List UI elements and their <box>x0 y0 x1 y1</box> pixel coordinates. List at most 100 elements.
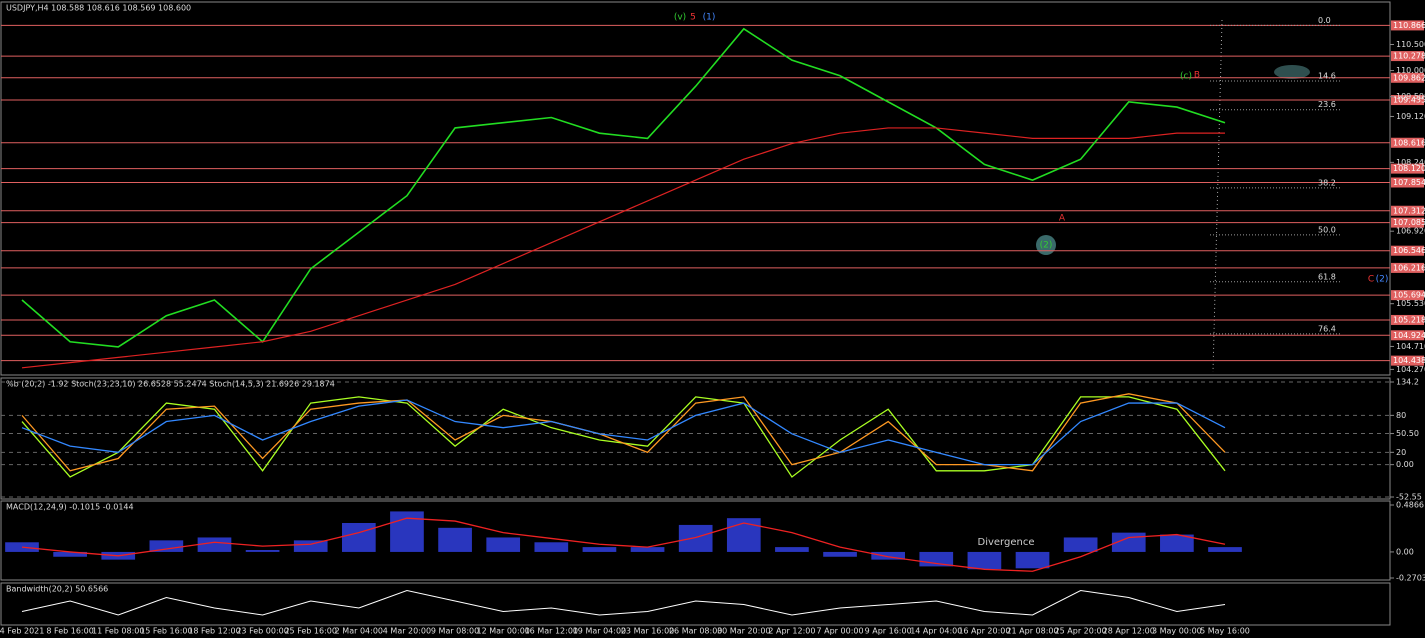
stoch-title: %b (20,2) -1.92 Stoch(23,23,10) 26.6528 … <box>6 380 335 389</box>
level-label-box <box>1391 163 1424 174</box>
fib-label: 76.4 <box>1318 324 1336 333</box>
macd-bar <box>823 551 857 557</box>
level-label-box <box>1391 137 1424 148</box>
level-label-box <box>1391 355 1424 366</box>
y-tick-label: -0.2703 <box>1396 574 1425 583</box>
bandwidth-frame <box>0 582 1391 626</box>
level-label: 105.218 <box>1393 315 1425 324</box>
level-label: 107.085 <box>1393 218 1425 227</box>
macd-bar <box>53 551 87 557</box>
macd-bar <box>726 518 761 552</box>
macd-bar <box>678 524 713 552</box>
macd-bar <box>582 547 617 552</box>
x-tick-label: 9 Apr 16:00 <box>865 627 912 636</box>
level-label-box <box>1391 262 1424 273</box>
level-label: 106.216 <box>1393 263 1425 272</box>
annotation: C <box>1368 275 1374 285</box>
macd-bar <box>1208 547 1242 552</box>
x-tick-label: 2 Mar 04:00 <box>335 627 383 636</box>
y-tick-label: 104.710 <box>1396 342 1425 351</box>
macd-frame <box>0 500 1391 581</box>
y-tick-label: 0.4866 <box>1396 501 1424 510</box>
level-label-box <box>1391 95 1424 106</box>
stoch-line <box>21 393 1226 472</box>
level-label-box <box>1391 177 1424 188</box>
y-tick-label: 110.000 <box>1396 66 1425 75</box>
y-tick-label: 0.00 <box>1396 460 1414 469</box>
x-tick-label: 18 Feb 12:00 <box>188 627 240 636</box>
x-tick-label: 3 May 00:00 <box>1152 627 1202 636</box>
macd-bar <box>197 537 232 552</box>
y-tick-label: 106.920 <box>1396 227 1425 236</box>
level-label: 108.120 <box>1393 164 1425 173</box>
bandwidth-line <box>21 589 1226 616</box>
macd-bar <box>341 522 376 552</box>
level-label-box <box>1391 290 1424 301</box>
main-frame <box>0 1 1391 376</box>
x-tick-label: 8 Feb 16:00 <box>46 627 93 636</box>
macd-bar <box>1160 534 1194 552</box>
macd-bar <box>775 547 809 552</box>
wave-circle <box>1036 235 1056 255</box>
wave-circle <box>1274 65 1310 79</box>
y-tick-label: 110.500 <box>1396 40 1425 49</box>
level-label-box <box>1391 72 1424 83</box>
level-label-box <box>1391 217 1424 228</box>
price-line <box>21 27 1226 348</box>
y-tick-label: 109.500 <box>1396 92 1425 101</box>
macd-bar <box>438 527 472 552</box>
level-label: 104.924 <box>1393 331 1425 340</box>
level-label: 110.866 <box>1393 21 1425 30</box>
header: USDJPY,H4 108.588 108.616 108.569 108.60… <box>6 4 191 13</box>
stoch-frame <box>0 377 1391 500</box>
y-tick-label: 50.50 <box>1396 429 1419 438</box>
level-label-box <box>1391 330 1424 341</box>
x-tick-label: 26 Mar 08:00 <box>669 627 722 636</box>
level-label: 109.862 <box>1393 73 1425 82</box>
annotation: (2) <box>1376 275 1389 285</box>
x-tick-label: 19 Mar 04:00 <box>573 627 626 636</box>
x-tick-label: 25 Apr 20:00 <box>1055 627 1107 636</box>
level-label: 108.616 <box>1393 138 1425 147</box>
macd-bar <box>149 540 184 552</box>
y-tick-label: 105.530 <box>1396 299 1425 308</box>
annotation: (c) <box>1180 72 1192 82</box>
macd-bar <box>630 547 665 552</box>
x-tick-label: 7 Apr 00:00 <box>817 627 864 636</box>
macd-bar <box>919 551 954 567</box>
bandwidth-title: Bandwidth(20,2) 50.6566 <box>6 585 108 594</box>
x-tick-label: 25 Feb 16:00 <box>284 627 336 636</box>
y-tick-label: 80 <box>1396 411 1406 420</box>
annotation: (v) <box>674 13 686 23</box>
annotation: (2) <box>1040 241 1053 251</box>
macd-bar <box>871 551 906 560</box>
fib-label: 38.2 <box>1318 178 1336 187</box>
level-label-box <box>1391 20 1424 31</box>
macd-bar <box>1015 551 1050 569</box>
x-tick-label: 21 Apr 08:00 <box>1006 627 1058 636</box>
x-tick-label: 9 Mar 08:00 <box>431 627 479 636</box>
fib-label: 23.6 <box>1318 100 1336 109</box>
x-tick-label: 16 Mar 12:00 <box>525 627 578 636</box>
macd-bar <box>390 511 424 552</box>
level-label: 107.854 <box>1393 178 1425 187</box>
annotation: A <box>1059 214 1066 224</box>
x-tick-label: 28 Apr 12:00 <box>1103 627 1155 636</box>
annotation: B <box>1194 71 1200 81</box>
macd-bar <box>245 550 280 552</box>
macd-bar <box>967 551 1002 570</box>
macd-bar <box>534 542 569 552</box>
annotation: 5 <box>690 13 696 23</box>
x-tick-label: 23 Feb 00:00 <box>236 627 288 636</box>
macd-bar <box>486 537 521 552</box>
annotation: (1) <box>703 13 716 23</box>
macd-bar <box>293 540 328 552</box>
level-label: 107.312 <box>1393 206 1425 215</box>
y-tick-label: 0.00 <box>1396 547 1414 556</box>
x-tick-label: 30 Mar 20:00 <box>717 627 770 636</box>
macd-bar <box>5 542 39 552</box>
price-line <box>21 127 1225 369</box>
x-tick-label: 12 Mar 00:00 <box>476 627 529 636</box>
annotation: Divergence <box>978 537 1035 548</box>
